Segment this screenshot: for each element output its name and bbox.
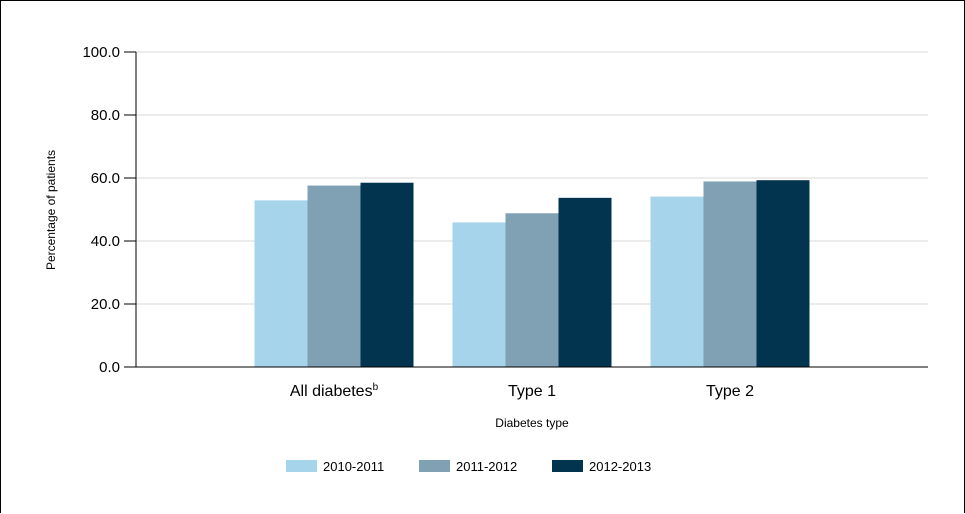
legend-swatch — [419, 460, 450, 472]
y-tick-label: 0.0 — [99, 359, 120, 376]
legend-label: 2011-2012 — [456, 459, 517, 474]
y-tick-label: 100.0 — [82, 44, 120, 61]
bar — [452, 222, 506, 367]
bar — [307, 185, 361, 367]
x-axis-title: Diabetes type — [495, 416, 569, 430]
bar — [360, 182, 414, 367]
legend-swatch — [552, 460, 583, 472]
legend-label: 2012-2013 — [589, 459, 651, 474]
y-tick-label: 20.0 — [91, 296, 120, 313]
legend-swatch — [286, 460, 317, 472]
x-category-label: All diabetesb — [290, 382, 379, 400]
axes — [124, 51, 928, 368]
y-tick-labels: 0.0 20.0 40.0 60.0 80.0 100.0 — [82, 44, 120, 376]
bar — [505, 213, 559, 367]
bar — [703, 181, 757, 367]
bar — [650, 196, 704, 367]
y-tick-label: 40.0 — [91, 233, 120, 250]
y-tick-label: 60.0 — [91, 170, 120, 187]
bars — [254, 180, 810, 367]
x-category-label: Type 2 — [706, 383, 754, 400]
legend-label: 2010-2011 — [323, 459, 384, 474]
y-axis-title: Percentage of patients — [44, 150, 58, 270]
bar — [254, 200, 308, 367]
legend: 2010-2011 2011-2012 2012-2013 — [286, 459, 651, 474]
x-category-label: Type 1 — [508, 383, 556, 400]
bar — [558, 197, 612, 367]
y-tick-label: 80.0 — [91, 107, 120, 124]
bar — [756, 180, 810, 367]
x-category-labels: All diabetesb Type 1 Type 2 — [290, 382, 754, 400]
